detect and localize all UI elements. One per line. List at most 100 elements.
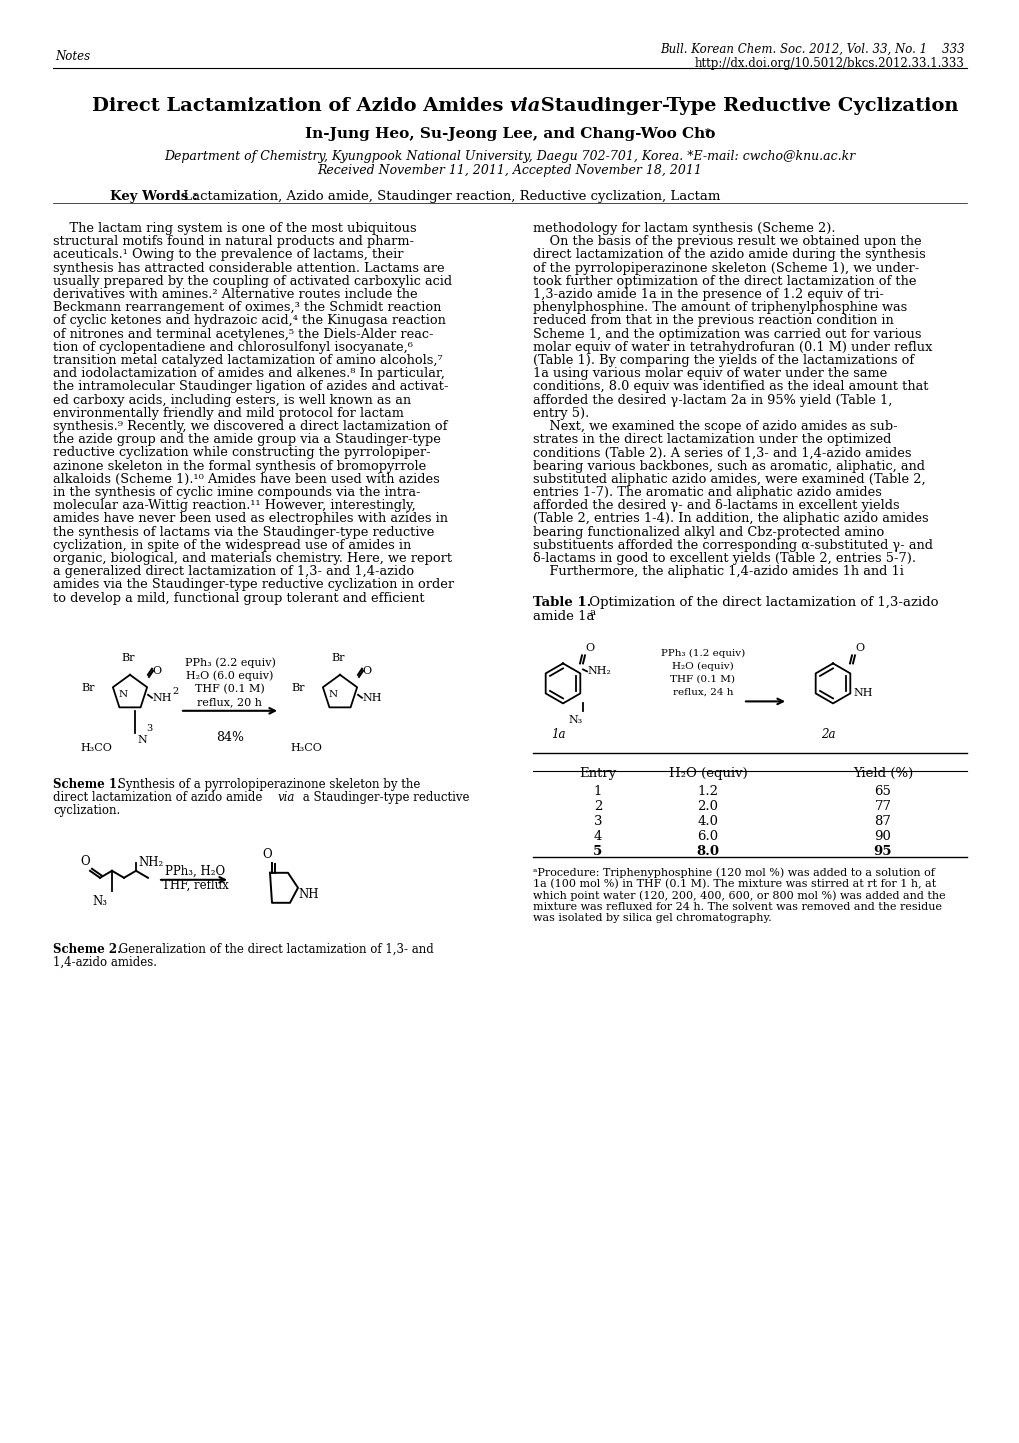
Text: in the synthesis of cyclic imine compounds via the intra-: in the synthesis of cyclic imine compoun… xyxy=(53,486,420,499)
Text: PPh₃, H₂O: PPh₃, H₂O xyxy=(165,864,225,877)
Text: Next, we examined the scope of azido amides as sub-: Next, we examined the scope of azido ami… xyxy=(533,420,897,433)
Text: direct lactamization of azido amide: direct lactamization of azido amide xyxy=(53,791,266,804)
Text: N₃: N₃ xyxy=(568,716,582,726)
Text: entry 5).: entry 5). xyxy=(533,407,589,420)
Text: THF (0.1 M): THF (0.1 M) xyxy=(669,675,735,684)
Text: amides via the Staudinger-type reductive cyclization in order: amides via the Staudinger-type reductive… xyxy=(53,579,453,592)
Text: Br: Br xyxy=(331,652,344,662)
Text: afforded the desired γ- and δ-lactams in excellent yields: afforded the desired γ- and δ-lactams in… xyxy=(533,499,899,512)
Text: synthesis has attracted considerable attention. Lactams are: synthesis has attracted considerable att… xyxy=(53,261,444,274)
Text: afforded the desired γ-lactam 2a in 95% yield (Table 1,: afforded the desired γ-lactam 2a in 95% … xyxy=(533,394,892,407)
Text: NH₂: NH₂ xyxy=(586,667,610,677)
Text: 1,4-azido amides.: 1,4-azido amides. xyxy=(53,955,157,968)
Text: of the pyrrolopiperazinone skeleton (Scheme 1), we under-: of the pyrrolopiperazinone skeleton (Sch… xyxy=(533,261,918,274)
Text: Staudinger-Type Reductive Cyclization: Staudinger-Type Reductive Cyclization xyxy=(534,97,958,115)
Text: aceuticals.¹ Owing to the prevalence of lactams, their: aceuticals.¹ Owing to the prevalence of … xyxy=(53,248,404,261)
Text: strates in the direct lactamization under the optimized: strates in the direct lactamization unde… xyxy=(533,433,891,446)
Text: THF (0.1 M): THF (0.1 M) xyxy=(195,684,265,694)
Text: a: a xyxy=(589,609,595,618)
Text: 5: 5 xyxy=(593,846,602,859)
Text: Furthermore, the aliphatic 1,4-azido amides 1h and 1i: Furthermore, the aliphatic 1,4-azido ami… xyxy=(533,566,903,579)
Text: 8.0: 8.0 xyxy=(696,846,718,859)
Text: Br: Br xyxy=(291,683,305,693)
Text: Department of Chemistry, Kyungpook National University, Daegu 702-701, Korea. *E: Department of Chemistry, Kyungpook Natio… xyxy=(164,150,855,163)
Text: 4.0: 4.0 xyxy=(697,815,717,828)
Text: 1a using various molar equiv of water under the same: 1a using various molar equiv of water un… xyxy=(533,367,887,380)
Text: azinone skeleton in the formal synthesis of bromopyrrole: azinone skeleton in the formal synthesis… xyxy=(53,460,426,473)
Text: molar equiv of water in tetrahydrofuran (0.1 M) under reflux: molar equiv of water in tetrahydrofuran … xyxy=(533,341,931,354)
Text: (Table 2, entries 1-4). In addition, the aliphatic azido amides: (Table 2, entries 1-4). In addition, the… xyxy=(533,512,927,525)
Text: O: O xyxy=(362,665,371,675)
Text: 1,3-azido amide 1a in the presence of 1.2 equiv of tri-: 1,3-azido amide 1a in the presence of 1.… xyxy=(533,289,883,302)
Text: took further optimization of the direct lactamization of the: took further optimization of the direct … xyxy=(533,274,916,287)
Text: O: O xyxy=(152,665,161,675)
Text: the intramolecular Staudinger ligation of azides and activat-: the intramolecular Staudinger ligation o… xyxy=(53,381,448,394)
Text: Scheme 1, and the optimization was carried out for various: Scheme 1, and the optimization was carri… xyxy=(533,328,920,341)
Text: phenylphosphine. The amount of triphenylphosphine was: phenylphosphine. The amount of triphenyl… xyxy=(533,302,906,315)
Text: O: O xyxy=(854,644,863,654)
Text: 3: 3 xyxy=(146,724,152,733)
Text: N: N xyxy=(137,734,147,745)
Text: 65: 65 xyxy=(873,785,891,798)
Text: reflux, 20 h: reflux, 20 h xyxy=(198,697,262,707)
Text: (Table 1). By comparing the yields of the lactamizations of: (Table 1). By comparing the yields of th… xyxy=(533,354,913,367)
Text: 84%: 84% xyxy=(216,732,244,745)
Text: 4: 4 xyxy=(593,830,601,843)
Text: which point water (120, 200, 400, 600, or 800 mol %) was added and the: which point water (120, 200, 400, 600, o… xyxy=(533,890,945,900)
Text: reflux, 24 h: reflux, 24 h xyxy=(673,688,733,697)
Text: 87: 87 xyxy=(873,815,891,828)
Text: structural motifs found in natural products and pharm-: structural motifs found in natural produ… xyxy=(53,235,414,248)
Text: 1a (100 mol %) in THF (0.1 M). The mixture was stirred at rt for 1 h, at: 1a (100 mol %) in THF (0.1 M). The mixtu… xyxy=(533,879,935,889)
Text: tion of cyclopentadiene and chlorosulfonyl isocyanate,⁶: tion of cyclopentadiene and chlorosulfon… xyxy=(53,341,413,354)
Text: PPh₃ (2.2 equiv): PPh₃ (2.2 equiv) xyxy=(184,658,275,668)
Text: Entry: Entry xyxy=(579,768,616,781)
Text: 2: 2 xyxy=(593,801,601,814)
Text: *: * xyxy=(704,127,710,139)
Text: of nitrones and terminal acetylenes,⁵ the Diels-Alder reac-: of nitrones and terminal acetylenes,⁵ th… xyxy=(53,328,433,341)
Text: derivatives with amines.² Alternative routes include the: derivatives with amines.² Alternative ro… xyxy=(53,289,417,302)
Text: via: via xyxy=(278,791,296,804)
Text: H₂O (equiv): H₂O (equiv) xyxy=(668,768,747,781)
Text: THF, reflux: THF, reflux xyxy=(161,879,228,892)
Text: a generalized direct lactamization of 1,3- and 1,4-azido: a generalized direct lactamization of 1,… xyxy=(53,566,414,579)
Text: In-Jung Heo, Su-Jeong Lee, and Chang-Woo Cho: In-Jung Heo, Su-Jeong Lee, and Chang-Woo… xyxy=(305,127,714,141)
Text: mixture was refluxed for 24 h. The solvent was removed and the residue: mixture was refluxed for 24 h. The solve… xyxy=(533,902,942,912)
Text: Received November 11, 2011, Accepted November 18, 2011: Received November 11, 2011, Accepted Nov… xyxy=(317,165,702,177)
Text: Direct Lactamization of Azido Amides: Direct Lactamization of Azido Amides xyxy=(92,97,510,115)
Text: On the basis of the previous result we obtained upon the: On the basis of the previous result we o… xyxy=(533,235,921,248)
Text: NH₂: NH₂ xyxy=(138,856,163,869)
Text: Br: Br xyxy=(121,652,135,662)
Text: amide 1a: amide 1a xyxy=(533,610,594,623)
Text: bearing functionalized alkyl and Cbz-protected amino: bearing functionalized alkyl and Cbz-pro… xyxy=(533,525,883,538)
Text: amides have never been used as electrophiles with azides in: amides have never been used as electroph… xyxy=(53,512,447,525)
Text: the azide group and the amide group via a Staudinger-type: the azide group and the amide group via … xyxy=(53,433,440,446)
Text: Generalization of the direct lactamization of 1,3- and: Generalization of the direct lactamizati… xyxy=(115,942,433,955)
Text: Br: Br xyxy=(82,683,95,693)
Text: alkaloids (Scheme 1).¹⁰ Amides have been used with azides: alkaloids (Scheme 1).¹⁰ Amides have been… xyxy=(53,473,439,486)
Text: Bull. Korean Chem. Soc. 2012, Vol. 33, No. 1    333: Bull. Korean Chem. Soc. 2012, Vol. 33, N… xyxy=(659,43,964,56)
Text: ᵃProcedure: Triphenyphosphine (120 mol %) was added to a solution of: ᵃProcedure: Triphenyphosphine (120 mol %… xyxy=(533,867,934,877)
Text: Synthesis of a pyrrolopiperazinone skeleton by the: Synthesis of a pyrrolopiperazinone skele… xyxy=(114,778,420,791)
Text: http://dx.doi.org/10.5012/bkcs.2012.33.1.333: http://dx.doi.org/10.5012/bkcs.2012.33.1… xyxy=(694,58,964,71)
Text: N: N xyxy=(328,690,337,700)
Text: conditions, 8.0 equiv was identified as the ideal amount that: conditions, 8.0 equiv was identified as … xyxy=(533,381,927,394)
Text: O: O xyxy=(81,854,90,867)
Text: methodology for lactam synthesis (Scheme 2).: methodology for lactam synthesis (Scheme… xyxy=(533,222,835,235)
Text: N: N xyxy=(118,690,127,700)
Text: 3: 3 xyxy=(593,815,601,828)
Text: H₃CO: H₃CO xyxy=(289,743,322,753)
Text: H₂O (equiv): H₂O (equiv) xyxy=(672,662,733,671)
Text: 2: 2 xyxy=(172,687,178,696)
Text: 1a: 1a xyxy=(550,729,565,742)
Text: molecular aza-Wittig reaction.¹¹ However, interestingly,: molecular aza-Wittig reaction.¹¹ However… xyxy=(53,499,416,512)
Text: transition metal catalyzed lactamization of amino alcohols,⁷: transition metal catalyzed lactamization… xyxy=(53,354,442,367)
Text: conditions (Table 2). A series of 1,3- and 1,4-azido amides: conditions (Table 2). A series of 1,3- a… xyxy=(533,446,911,459)
Text: Table 1.: Table 1. xyxy=(533,596,591,609)
Text: reduced from that in the previous reaction condition in: reduced from that in the previous reacti… xyxy=(533,315,893,328)
Text: Beckmann rearrangement of oximes,³ the Schmidt reaction: Beckmann rearrangement of oximes,³ the S… xyxy=(53,302,441,315)
Text: entries 1-7). The aromatic and aliphatic azido amides: entries 1-7). The aromatic and aliphatic… xyxy=(533,486,881,499)
Text: 1.2: 1.2 xyxy=(697,785,717,798)
Text: 6.0: 6.0 xyxy=(697,830,717,843)
Text: bearing various backbones, such as aromatic, aliphatic, and: bearing various backbones, such as aroma… xyxy=(533,460,924,473)
Text: cyclization, in spite of the widespread use of amides in: cyclization, in spite of the widespread … xyxy=(53,538,411,551)
